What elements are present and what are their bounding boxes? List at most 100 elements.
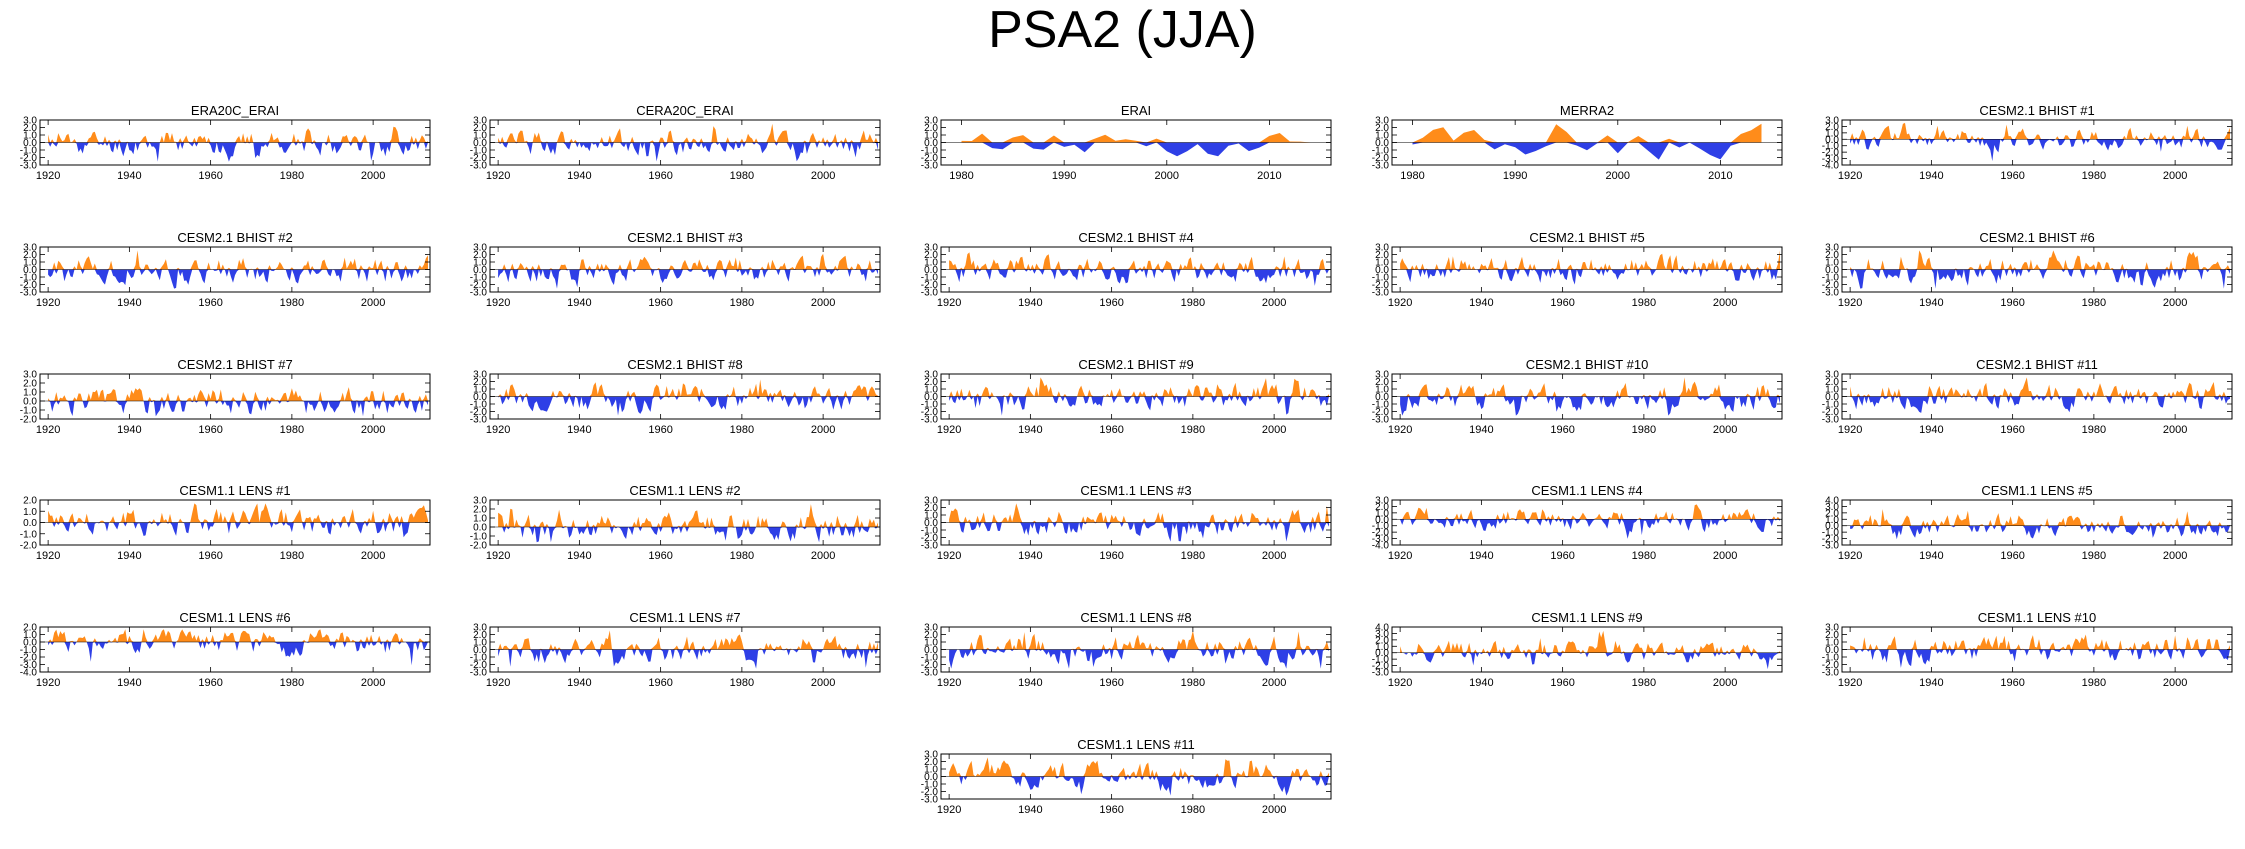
y-tick-label: -3.0 (1372, 415, 1390, 426)
x-tick-label: 2000 (1606, 170, 1630, 182)
y-tick-label: -3.0 (921, 668, 939, 679)
y-tick-label: 1.0 (1825, 258, 1839, 269)
y-tick-label: -3.0 (1372, 668, 1390, 679)
panel-title: CESM1.1 LENS #5 (1981, 483, 2092, 498)
y-tick-label: 3.0 (473, 370, 487, 381)
negative-area (48, 401, 428, 417)
plot-frame (1841, 499, 2233, 546)
y-tick-label: -2.0 (20, 280, 38, 291)
x-tick-label: 1960 (2000, 297, 2024, 309)
y-tick-label: 0.0 (23, 265, 37, 276)
y-tick-label: 0.0 (924, 518, 938, 529)
y-tick-label: 1.0 (1825, 638, 1839, 649)
x-tick-label: 1960 (648, 297, 672, 309)
y-tick-label: 1.0 (473, 638, 487, 649)
y-tick-label: 1.0 (924, 765, 938, 776)
y-tick-label: 2.0 (924, 503, 938, 514)
y-tick-label: -3.0 (1372, 161, 1390, 172)
x-tick-label: 1920 (937, 550, 961, 562)
x-tick-label: 2000 (2163, 677, 2187, 689)
x-tick-label: 2000 (1155, 170, 1179, 182)
x-tick-label: 2000 (1713, 550, 1737, 562)
negative-area (498, 142, 878, 162)
y-tick-label: 1.0 (23, 630, 37, 641)
x-tick-label: 1920 (36, 170, 60, 182)
positive-area (949, 503, 1329, 523)
x-tick-label: 2000 (811, 677, 835, 689)
x-tick-label: 2000 (811, 170, 835, 182)
y-tick-label: 1.0 (1825, 385, 1839, 396)
y-tick-label: 0.0 (1825, 135, 1839, 146)
panel-title: CERA20C_ERAI (636, 103, 734, 118)
y-tick-label: 3.0 (1825, 623, 1839, 634)
negative-area (1850, 525, 2230, 540)
y-tick-label: -2.0 (1372, 280, 1390, 291)
x-tick-label: 2000 (1262, 550, 1286, 562)
x-tick-label: 2000 (811, 550, 835, 562)
x-tick-label: 1920 (486, 550, 510, 562)
x-tick-label: 1980 (730, 170, 754, 182)
y-tick-label: 1.0 (924, 638, 938, 649)
panel-7: CESM2.1 BHIST #3 3.02.01.00.0-1.0-2.0-3.0… (470, 230, 881, 309)
panel-title: CESM2.1 BHIST #1 (1979, 103, 2094, 118)
y-tick-label: -1.0 (470, 400, 488, 411)
y-tick-label: 0.0 (924, 392, 938, 403)
panel-title: CESM2.1 BHIST #5 (1529, 230, 1644, 245)
y-tick-label: -4.0 (20, 668, 38, 679)
panel-9: CESM2.1 BHIST #5 3.02.01.00.0-1.0-2.0-3.0… (1372, 230, 1783, 309)
y-tick-label: 2.0 (924, 377, 938, 388)
positive-area (949, 377, 1329, 397)
y-tick-label: 2.0 (23, 379, 37, 390)
y-tick-label: 1.0 (23, 258, 37, 269)
y-tick-label: -1.0 (921, 653, 939, 664)
y-tick-label: 0.0 (1825, 392, 1839, 403)
y-tick-label: 3.0 (924, 370, 938, 381)
panel-3: ERAI 3.02.01.00.0-1.0-2.0-3.0 1980 1990 2000… (921, 103, 1332, 182)
positive-area (48, 126, 428, 143)
x-tick-label: 1980 (730, 297, 754, 309)
y-tick-label: 1.0 (1375, 385, 1389, 396)
x-tick-label: 1960 (1099, 550, 1123, 562)
plot-frame (1841, 119, 2233, 166)
y-tick-label: -2.0 (921, 407, 939, 418)
negative-area (498, 269, 878, 289)
y-tick-label: -2.0 (470, 153, 488, 164)
negative-area (949, 776, 1329, 796)
panel-5: CESM2.1 BHIST #1 3.02.01.00.0-1.0-2.0-3.0… (1822, 103, 2233, 182)
x-tick-label: 1980 (280, 170, 304, 182)
y-tick-label: 3.0 (1375, 629, 1389, 640)
y-tick-label: 2.0 (1825, 630, 1839, 641)
x-tick-label: 1980 (2082, 550, 2106, 562)
panel-title: CESM2.1 BHIST #3 (627, 230, 742, 245)
x-tick-label: 1940 (567, 550, 591, 562)
panel-title: CESM2.1 BHIST #6 (1979, 230, 2094, 245)
x-tick-label: 1920 (36, 424, 60, 436)
panel-title: CESM2.1 BHIST #7 (177, 357, 292, 372)
x-tick-label: 1940 (117, 550, 141, 562)
panel-21: CESM1.1 LENS #6 2.01.00.0-1.0-2.0-3.0-4.0… (20, 610, 431, 689)
y-tick-label: 3.0 (473, 496, 487, 507)
x-tick-label: 1940 (117, 677, 141, 689)
x-tick-label: 1940 (1919, 677, 1943, 689)
y-tick-label: -1.0 (921, 526, 939, 537)
x-tick-label: 1980 (1400, 170, 1424, 182)
y-tick-label: 1.0 (924, 511, 938, 522)
x-tick-label: 1920 (1388, 677, 1412, 689)
panel-title: CESM1.1 LENS #8 (1080, 610, 1191, 625)
negative-area (961, 142, 1311, 157)
y-tick-label: -3.0 (20, 161, 38, 172)
x-tick-label: 1960 (198, 424, 222, 436)
x-tick-label: 1980 (1181, 550, 1205, 562)
y-tick-label: 0.0 (23, 518, 37, 529)
y-tick-label: -3.0 (1822, 541, 1840, 552)
x-tick-label: 1980 (2082, 677, 2106, 689)
y-tick-label: 3.0 (1825, 502, 1839, 513)
x-tick-label: 1960 (1099, 804, 1123, 816)
panel-title: CESM1.1 LENS #1 (179, 483, 290, 498)
y-tick-label: 0.0 (1825, 521, 1839, 532)
y-tick-label: -3.0 (921, 795, 939, 806)
y-tick-label: 3.0 (473, 116, 487, 127)
plot-frame (39, 626, 431, 673)
y-tick-label: -1.0 (1822, 273, 1840, 284)
